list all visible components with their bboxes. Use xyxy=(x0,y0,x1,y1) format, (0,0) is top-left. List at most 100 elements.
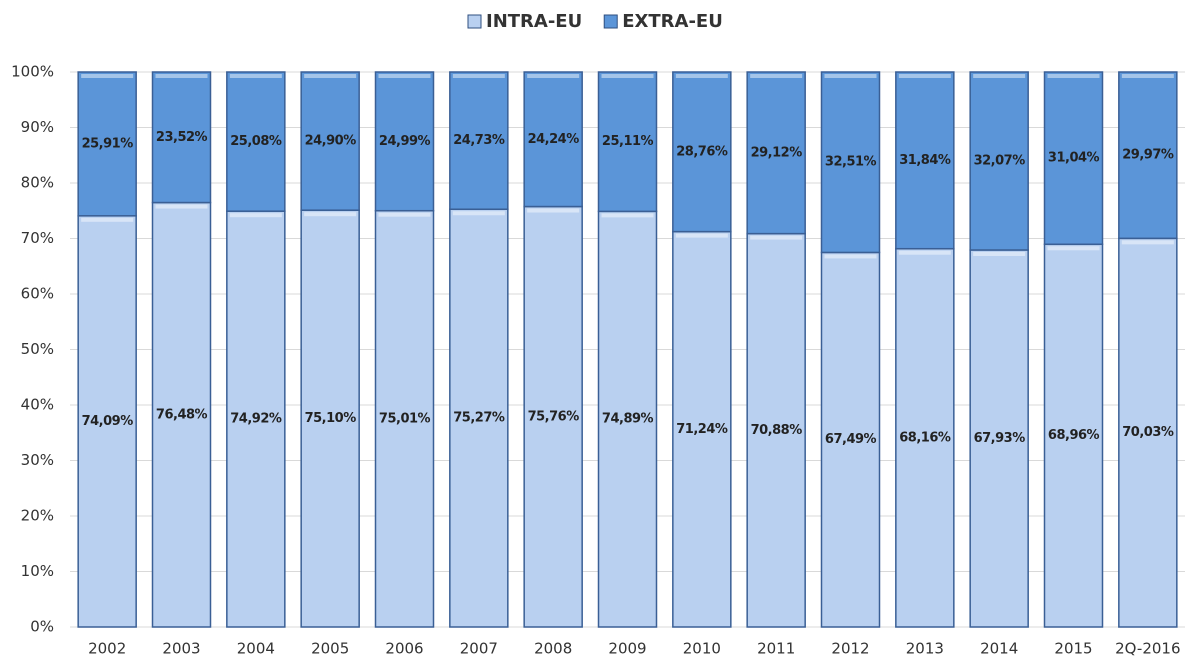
bar-highlight xyxy=(601,213,654,218)
data-label: 70,03% xyxy=(1122,425,1174,440)
legend-swatch xyxy=(467,14,482,29)
bar-highlight xyxy=(973,251,1026,256)
data-label: 71,24% xyxy=(676,422,728,437)
bar-highlight xyxy=(898,74,951,78)
y-tick-label: 90% xyxy=(21,118,54,136)
bar-segment xyxy=(374,71,435,212)
data-label: 29,12% xyxy=(751,145,803,160)
y-tick-label: 10% xyxy=(21,562,54,580)
data-label: 31,84% xyxy=(899,153,951,168)
y-tick-label: 70% xyxy=(21,229,54,247)
x-tick-label: 2005 xyxy=(311,640,349,658)
bar-highlight xyxy=(229,213,282,218)
data-label: 67,93% xyxy=(974,431,1026,446)
bar-segment xyxy=(226,210,286,628)
data-label: 32,07% xyxy=(974,153,1026,168)
data-label: 23,52% xyxy=(156,130,208,145)
bar-segment xyxy=(746,71,806,235)
data-label: 25,08% xyxy=(230,134,282,149)
legend-label: EXTRA-EU xyxy=(622,11,723,32)
bar-highlight xyxy=(304,74,357,78)
bar-highlight xyxy=(527,208,580,213)
data-label: 76,48% xyxy=(156,407,208,422)
bar-segment xyxy=(1118,237,1178,628)
data-label: 24,73% xyxy=(453,133,505,148)
bar-segment xyxy=(820,251,881,628)
x-tick-label: 2015 xyxy=(1054,640,1092,658)
data-label: 75,01% xyxy=(379,411,431,426)
bar-segment xyxy=(820,71,881,254)
bar-segment xyxy=(449,71,509,211)
data-label: 25,91% xyxy=(82,136,134,151)
bar-segment xyxy=(1043,71,1104,246)
y-tick-label: 60% xyxy=(21,285,54,303)
data-label: 25,11% xyxy=(602,134,654,149)
x-tick-label: 2014 xyxy=(980,640,1018,658)
data-label: 74,89% xyxy=(602,412,654,427)
bar-highlight xyxy=(378,212,431,217)
data-label: 67,49% xyxy=(825,432,877,447)
bar-highlight xyxy=(304,212,357,217)
bar-segment xyxy=(449,208,509,628)
bar-highlight xyxy=(601,74,654,78)
bar-highlight xyxy=(1121,74,1174,78)
data-label: 31,04% xyxy=(1048,151,1100,166)
bar-segment xyxy=(1118,71,1178,240)
bar-segment xyxy=(523,71,583,208)
bar-highlight xyxy=(675,74,728,78)
x-tick-label: 2Q-2016 xyxy=(1115,640,1180,658)
bar-segment xyxy=(895,247,955,628)
data-label: 24,90% xyxy=(305,134,357,149)
bar-segment xyxy=(77,215,137,628)
bar-highlight xyxy=(81,74,134,78)
bar-highlight xyxy=(81,217,134,222)
data-label: 74,92% xyxy=(230,412,282,427)
bar-highlight xyxy=(1121,240,1174,245)
y-tick-label: 40% xyxy=(21,396,54,414)
x-tick-label: 2009 xyxy=(608,640,646,658)
bar-highlight xyxy=(527,74,580,78)
x-tick-label: 2012 xyxy=(831,640,869,658)
x-tick-label: 2013 xyxy=(906,640,944,658)
x-tick-label: 2006 xyxy=(385,640,423,658)
bar-highlight xyxy=(378,74,431,78)
bar-segment xyxy=(746,232,806,628)
y-tick-label: 50% xyxy=(21,340,54,358)
bar-segment xyxy=(77,71,137,217)
bar-segment xyxy=(1043,243,1104,628)
bar-highlight xyxy=(452,74,505,78)
data-label: 75,27% xyxy=(453,411,505,426)
bar-highlight xyxy=(750,235,803,240)
bar-segment xyxy=(151,71,212,204)
x-tick-label: 2008 xyxy=(534,640,572,658)
bar-segment xyxy=(597,210,658,628)
bar-segment xyxy=(969,71,1029,251)
bar-segment xyxy=(969,249,1029,628)
bar-segment xyxy=(300,71,360,211)
x-tick-label: 2004 xyxy=(237,640,275,658)
bar-segment xyxy=(672,71,732,233)
data-label: 74,09% xyxy=(82,414,134,429)
y-tick-label: 30% xyxy=(21,451,54,469)
x-tick-label: 2003 xyxy=(162,640,200,658)
x-tick-label: 2011 xyxy=(757,640,795,658)
bar-highlight xyxy=(1047,246,1100,251)
bar-highlight xyxy=(824,254,877,259)
data-label: 24,99% xyxy=(379,134,431,149)
data-label: 68,96% xyxy=(1048,428,1100,443)
bar-segment xyxy=(226,71,286,212)
bar-highlight xyxy=(452,211,505,216)
data-label: 28,76% xyxy=(676,144,728,159)
bar-segment xyxy=(895,71,955,250)
y-tick-label: 80% xyxy=(21,174,54,192)
y-tick-label: 0% xyxy=(30,618,54,636)
y-tick-label: 100% xyxy=(11,63,54,81)
bar-highlight xyxy=(973,74,1026,78)
bar-segment xyxy=(523,205,583,628)
data-label: 29,97% xyxy=(1122,148,1174,163)
bar-highlight xyxy=(675,233,728,238)
data-label: 68,16% xyxy=(899,430,951,445)
bar-highlight xyxy=(824,74,877,78)
x-tick-label: 2007 xyxy=(460,640,498,658)
